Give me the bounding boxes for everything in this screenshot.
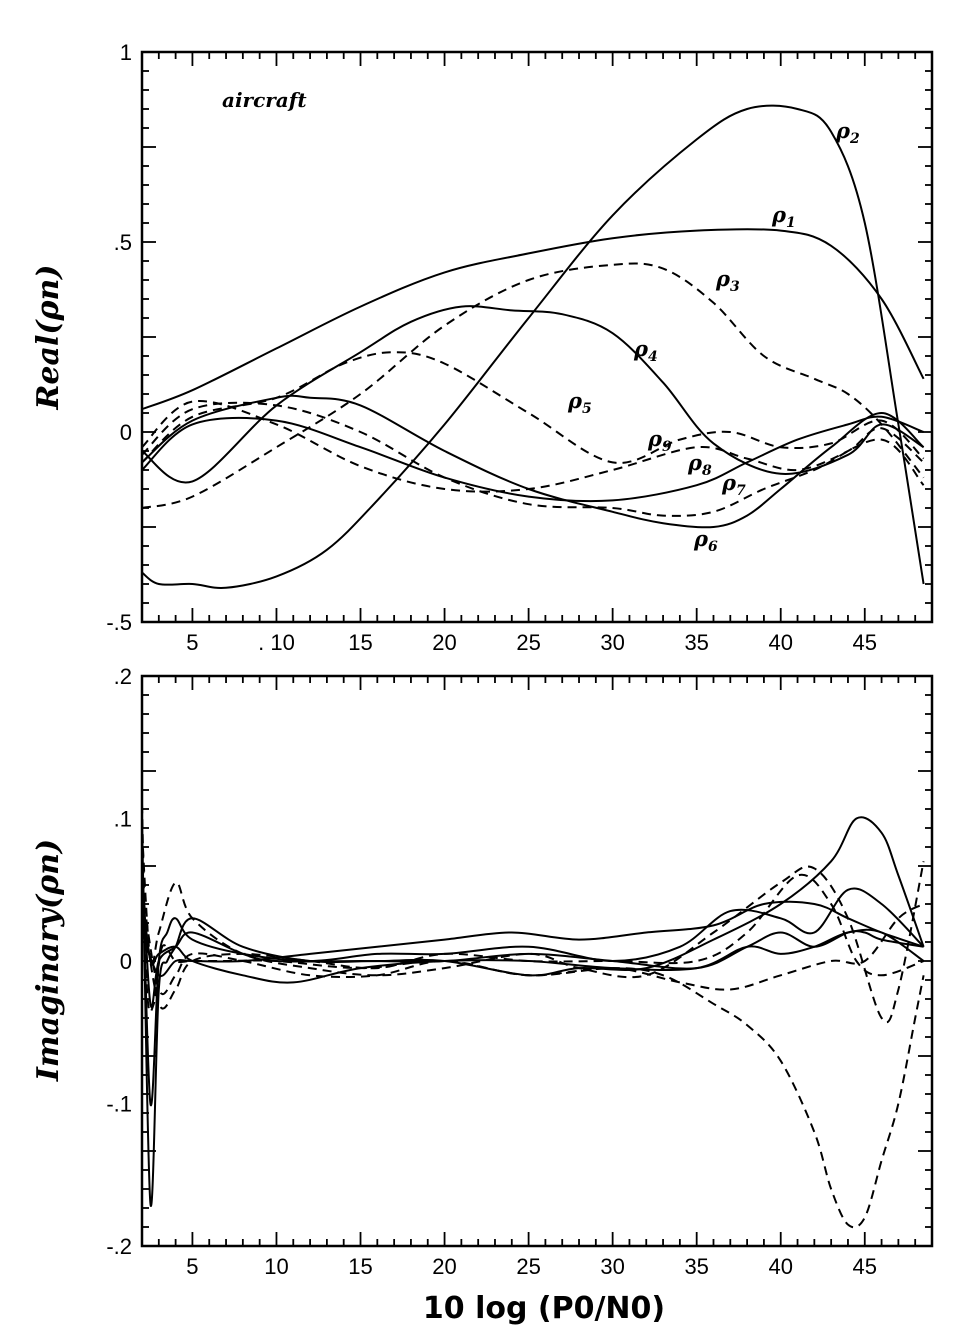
- series-line-ρ4: [141, 305, 925, 484]
- x-tick-label: 30: [600, 1254, 624, 1279]
- x-tick-label: 10: [264, 1254, 288, 1279]
- series-label-ρ8: ρ8: [687, 450, 712, 479]
- x-tick-label: 20: [432, 630, 456, 655]
- series-label-ρ3: ρ3: [715, 266, 740, 295]
- imaginary-part-panel: 5 10 15 20 25 30 35 40 45 -.2 -.1 0 .1 .2 Imaginary(ρ…: [31, 664, 934, 1326]
- y-tick-label: -.1: [106, 1092, 132, 1117]
- x-tick-label: 25: [516, 1254, 540, 1279]
- series-line-2: [141, 816, 925, 1208]
- x-tick-label: 15: [348, 630, 372, 655]
- x-tick-label: 25: [516, 630, 540, 655]
- series-line-ρ1: [141, 228, 925, 411]
- series-line-6: [141, 900, 924, 978]
- top-plot-frame: [140, 50, 934, 624]
- x-tick-label: 35: [684, 630, 708, 655]
- aircraft-annotation: aircraft: [222, 88, 307, 112]
- top-y-axis-label: Real(ρn): [31, 264, 66, 410]
- series-label-ρ7: ρ7: [721, 470, 746, 499]
- x-tick-label: 40: [768, 630, 792, 655]
- y-tick-label: 0: [120, 949, 132, 974]
- y-tick-label: .2: [114, 664, 132, 689]
- series-label-ρ2: ρ2: [835, 118, 860, 147]
- series-line-9: [141, 873, 924, 1010]
- top-axis-ticks: 5 . 10 15 20 25 30 35 40 45 -.5 0 .5 1: [106, 40, 933, 655]
- y-tick-label: .1: [114, 807, 132, 832]
- x-tick-label: 5: [186, 1254, 198, 1279]
- x-tick-label: 15: [348, 1254, 372, 1279]
- series-line-ρ7: [141, 401, 925, 517]
- y-tick-label: .5: [114, 230, 132, 255]
- x-tick-label: . 10: [258, 630, 295, 655]
- x-tick-label: 45: [853, 1254, 877, 1279]
- series-label-ρ6: ρ6: [693, 526, 718, 555]
- series-line-ρ3: [141, 262, 925, 509]
- series-line-ρ6: [141, 394, 925, 529]
- series-label-ρ1: ρ1: [771, 202, 796, 231]
- x-axis-label: 10 log (P0/N0): [423, 1291, 665, 1326]
- y-tick-label: 1: [120, 40, 132, 65]
- y-tick-label: -.2: [106, 1234, 132, 1259]
- x-tick-label: 45: [853, 630, 877, 655]
- series-line-ρ8: [141, 415, 924, 503]
- x-tick-label: 20: [432, 1254, 456, 1279]
- x-tick-label: 30: [600, 630, 624, 655]
- series-line-7: [141, 832, 925, 1024]
- series-line-ρ5: [141, 351, 925, 464]
- series-label-ρ4: ρ4: [633, 336, 658, 365]
- x-tick-label: 35: [684, 1254, 708, 1279]
- series-label-ρ5: ρ5: [567, 388, 592, 417]
- x-tick-label: 5: [186, 630, 198, 655]
- series-line-ρ2: [141, 104, 925, 590]
- series-line-1: [141, 804, 925, 1229]
- x-tick-label: 40: [768, 1254, 792, 1279]
- bottom-series-lines: [141, 804, 925, 1229]
- series-line-8: [141, 889, 925, 996]
- series-line-ρ9: [141, 400, 925, 493]
- bottom-y-axis-label: Imaginary(ρn): [31, 839, 66, 1082]
- real-part-panel: 5. 10 15 20 25 30 35 40 45-.50.51 ρ1ρ2ρ3ρ4ρ5ρ6ρ…: [31, 40, 934, 655]
- series-label-ρ9: ρ9: [647, 426, 672, 455]
- y-tick-label: 0: [120, 420, 132, 445]
- y-tick-label: -.5: [106, 610, 132, 635]
